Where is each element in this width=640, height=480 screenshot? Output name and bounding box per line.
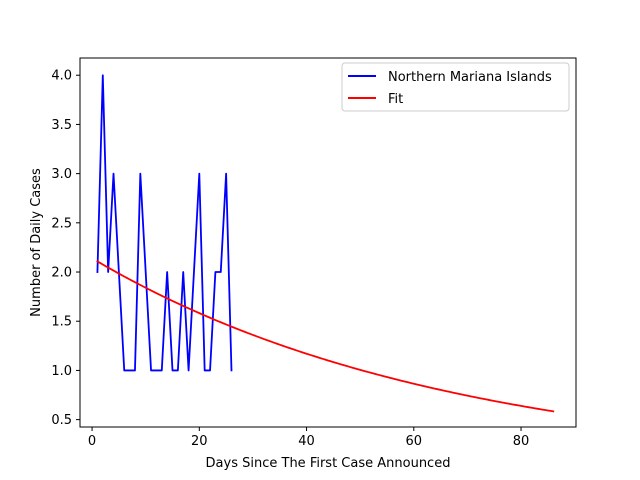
x-tick-label: 40 — [298, 434, 315, 449]
x-axis: 0 20 40 60 80 — [88, 427, 529, 449]
legend-box — [341, 62, 570, 112]
y-tick-label: 3.5 — [51, 118, 72, 133]
series-line-northern-mariana-islands — [96, 74, 233, 372]
plot-frame — [79, 57, 577, 428]
series-line-fit — [96, 260, 555, 413]
y-tick-label: 4.0 — [51, 69, 72, 84]
x-tick-label: 0 — [88, 434, 96, 449]
y-axis-label: Number of Daily Cases — [29, 168, 44, 317]
y-tick-label: 3.0 — [51, 167, 72, 182]
y-tick-label: 1.5 — [51, 315, 72, 330]
y-tick-label: 2.5 — [51, 216, 72, 231]
plot-area — [80, 58, 576, 427]
y-tick-label: 2.0 — [51, 266, 72, 281]
x-tick-label: 80 — [513, 434, 530, 449]
y-tick-label: 1.0 — [51, 364, 72, 379]
y-axis: 0.5 1.0 1.5 2.0 2.5 3.0 3.5 4.0 — [51, 69, 80, 428]
x-tick-label: 20 — [191, 434, 208, 449]
legend: Northern Mariana Islands Fit — [341, 62, 570, 112]
legend-label-northern-mariana-islands: Northern Mariana Islands — [388, 70, 552, 85]
y-tick-label: 0.5 — [51, 413, 72, 428]
series-layer — [96, 74, 555, 413]
x-tick-label: 60 — [406, 434, 423, 449]
x-axis-label: Days Since The First Case Announced — [206, 456, 451, 471]
legend-label-fit: Fit — [388, 92, 403, 107]
